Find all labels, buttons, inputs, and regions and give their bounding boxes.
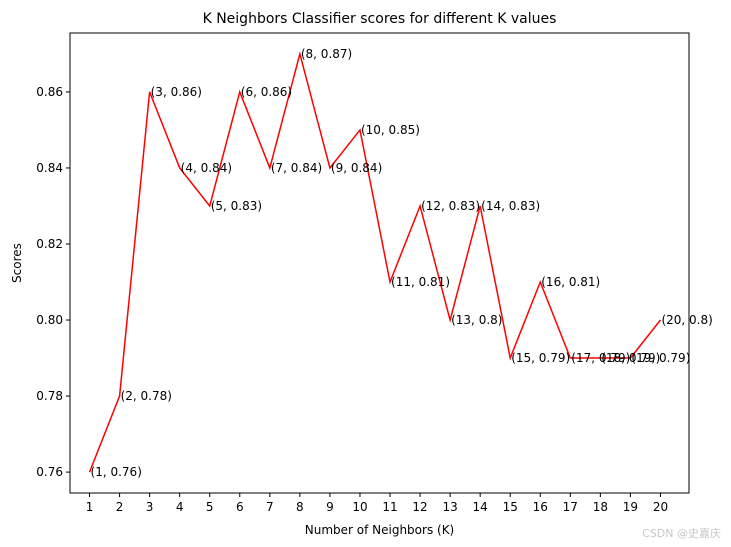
- point-label: (9, 0.84): [331, 161, 382, 175]
- point-label: (3, 0.86): [151, 85, 202, 99]
- y-tick-label: 0.82: [36, 237, 63, 251]
- y-tick-label: 0.76: [36, 465, 63, 479]
- y-axis-label: Scores: [10, 243, 24, 283]
- plot-area: [69, 32, 690, 494]
- x-tick-label: 19: [623, 500, 638, 514]
- x-tick-label: 4: [176, 500, 184, 514]
- x-tick-label: 17: [563, 500, 578, 514]
- x-tick-label: 15: [503, 500, 518, 514]
- point-label: (7, 0.84): [271, 161, 322, 175]
- point-label: (18, 0.79): [601, 351, 660, 365]
- y-tick-label: 0.84: [36, 161, 63, 175]
- x-tick-label: 3: [146, 500, 154, 514]
- y-tick-label: 0.86: [36, 85, 63, 99]
- point-label: (4, 0.84): [181, 161, 232, 175]
- point-label: (14, 0.83): [481, 199, 540, 213]
- point-label: (8, 0.87): [301, 47, 352, 61]
- x-tick-label: 8: [296, 500, 304, 514]
- point-label: (5, 0.83): [211, 199, 262, 213]
- x-axis: 1 2 3 4 5 6 7 8 9 10 11 12 13 14 15 16 17 18 19 20: [86, 493, 668, 514]
- point-label: (20, 0.8): [661, 313, 712, 327]
- point-label: (1, 0.76): [91, 465, 142, 479]
- x-tick-label: 14: [473, 500, 488, 514]
- point-label: (17, 0.79): [571, 351, 630, 365]
- watermark: CSDN @史嘉庆: [642, 527, 721, 540]
- x-tick-label: 1: [86, 500, 94, 514]
- y-axis: 0.76 0.78 0.80 0.82 0.84 0.86: [36, 85, 70, 479]
- point-label: (10, 0.85): [361, 123, 420, 137]
- x-tick-label: 18: [593, 500, 608, 514]
- x-tick-label: 13: [442, 500, 457, 514]
- y-tick-label: 0.78: [36, 389, 63, 403]
- point-label: (12, 0.83): [421, 199, 480, 213]
- x-tick-label: 20: [653, 500, 668, 514]
- point-label: (11, 0.81): [391, 275, 450, 289]
- series-line: [88, 50, 662, 473]
- chart-title: K Neighbors Classifier scores for differ…: [203, 11, 557, 27]
- point-label: (16, 0.81): [541, 275, 600, 289]
- x-tick-label: 7: [266, 500, 274, 514]
- x-tick-label: 6: [236, 500, 244, 514]
- x-tick-label: 10: [352, 500, 367, 514]
- x-tick-label: 11: [382, 500, 397, 514]
- point-label: (6, 0.86): [241, 85, 292, 99]
- point-label: (2, 0.78): [121, 389, 172, 403]
- x-axis-label: Number of Neighbors (K): [305, 523, 455, 537]
- x-tick-label: 16: [533, 500, 548, 514]
- x-tick-label: 9: [326, 500, 334, 514]
- point-label: (19, 0.79): [631, 351, 690, 365]
- point-label: (13, 0.8): [451, 313, 502, 327]
- y-tick-label: 0.80: [36, 313, 63, 327]
- point-labels: (1, 0.76) (2, 0.78) (3, 0.86) (4, 0.84) (5, …: [91, 47, 713, 479]
- point-label: (15, 0.79): [511, 351, 570, 365]
- x-tick-label: 12: [412, 500, 427, 514]
- x-tick-label: 2: [116, 500, 124, 514]
- x-tick-label: 5: [206, 500, 214, 514]
